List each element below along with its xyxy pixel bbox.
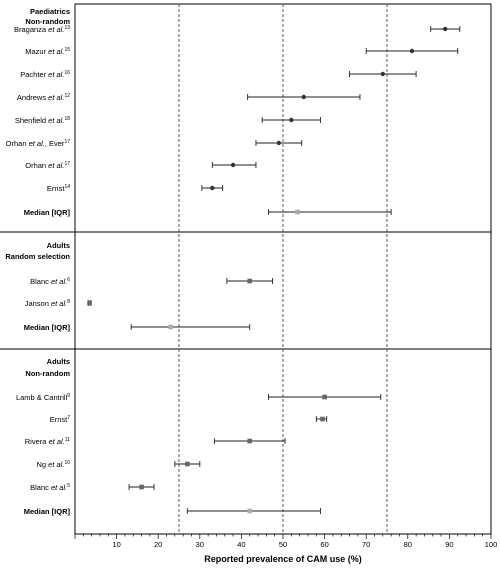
estimate-point <box>409 48 415 54</box>
estimate-point <box>380 71 386 77</box>
x-tick-label: 20 <box>154 540 162 549</box>
x-axis: 10 20 30 40 50 60 70 80 90 100 <box>74 534 498 549</box>
estimate-point <box>443 26 448 32</box>
data-marks <box>87 26 461 514</box>
estimate-point <box>210 185 215 191</box>
study-label: Janson et al.8 <box>25 299 71 308</box>
study-label: Orhan et al.17 <box>25 161 70 170</box>
study-label: Shenfield et al.18 <box>15 116 70 125</box>
estimate-point <box>301 94 306 100</box>
study-label: Andrews et al.12 <box>17 93 70 102</box>
estimate-point <box>247 278 253 284</box>
x-tick-label: 90 <box>445 540 453 549</box>
x-tick-label: 10 <box>112 540 120 549</box>
estimate-point <box>185 461 190 467</box>
median-point <box>295 209 300 215</box>
x-tick-label: 70 <box>362 540 370 549</box>
study-label: Mazur et al.15 <box>25 47 70 56</box>
study-label: Lamb & Cantrill9 <box>16 393 70 402</box>
reference-lines <box>178 4 388 534</box>
estimate-point <box>87 300 92 306</box>
median-point <box>168 324 173 330</box>
group-heading: Non-random <box>25 369 70 378</box>
study-label: Rivera et al.11 <box>25 437 70 446</box>
x-tick-label: 100 <box>485 540 498 549</box>
study-label: Braganza et al.13 <box>14 25 70 34</box>
study-label: Ernst14 <box>47 184 70 193</box>
estimate-point <box>320 416 325 422</box>
estimate-point <box>247 438 253 444</box>
estimate-point <box>139 484 144 490</box>
estimate-point <box>230 162 236 168</box>
x-tick-label: 30 <box>196 540 204 549</box>
median-label: Median [IQR] <box>24 208 71 217</box>
study-label: Blanc et al.5 <box>30 483 70 492</box>
x-tick-label: 50 <box>279 540 287 549</box>
x-tick-label: 40 <box>237 540 245 549</box>
group-heading: Non-random <box>25 17 70 26</box>
study-label: Ernst7 <box>50 415 71 424</box>
median-label: Median [IQR] <box>24 507 71 516</box>
group-heading: Paediatrics <box>30 7 70 16</box>
study-label: Pachter et al.16 <box>20 70 70 79</box>
estimate-point <box>276 140 282 146</box>
median-label: Median [IQR] <box>24 323 71 332</box>
estimate-point <box>289 117 294 123</box>
group-heading: Adults <box>47 357 70 366</box>
estimate-point <box>322 394 327 400</box>
study-label: Ng et al.10 <box>37 460 71 469</box>
study-label: Orhan et al., Ever17 <box>6 139 71 148</box>
group-dividers <box>0 231 491 350</box>
x-tick-label: 80 <box>404 540 412 549</box>
x-axis-label: Reported prevalence of CAM use (%) <box>204 554 362 564</box>
group-heading: Adults <box>47 241 70 250</box>
x-tick-label: 60 <box>320 540 328 549</box>
group-heading: Random selection <box>5 252 70 261</box>
study-label: Blanc et al.6 <box>30 277 70 286</box>
median-point <box>247 508 253 514</box>
